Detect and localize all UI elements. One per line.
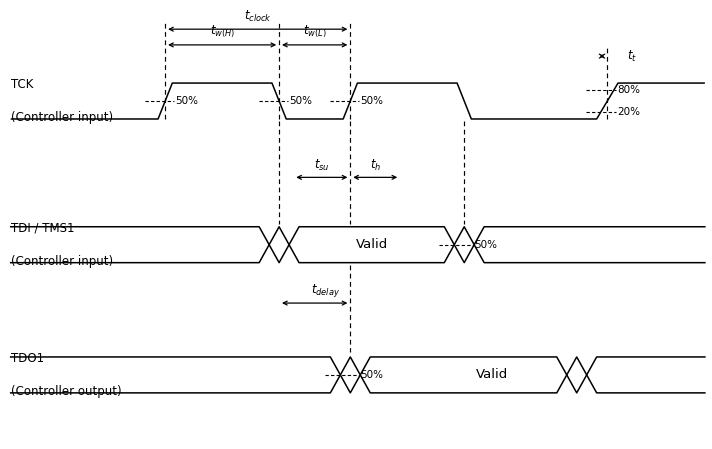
Text: (Controller input): (Controller input) xyxy=(11,255,112,268)
Text: $t_{delay}$: $t_{delay}$ xyxy=(311,282,340,299)
Text: 20%: 20% xyxy=(617,107,640,117)
Text: $t_h$: $t_h$ xyxy=(370,158,381,173)
Text: $t_{clock}$: $t_{clock}$ xyxy=(244,9,272,24)
Text: 50%: 50% xyxy=(289,96,312,106)
Text: $t_t$: $t_t$ xyxy=(627,48,637,64)
Text: 50%: 50% xyxy=(175,96,198,106)
Text: (Controller input): (Controller input) xyxy=(11,111,112,124)
Text: 50%: 50% xyxy=(360,96,383,106)
Text: $t_{w(H)}$: $t_{w(H)}$ xyxy=(209,24,235,40)
Text: 50%: 50% xyxy=(474,240,497,250)
Text: TDI / TMS1: TDI / TMS1 xyxy=(11,222,74,235)
Text: $t_{w(L)}$: $t_{w(L)}$ xyxy=(303,24,327,40)
Text: 50%: 50% xyxy=(360,370,383,380)
Text: (Controller output): (Controller output) xyxy=(11,385,121,398)
Text: Valid: Valid xyxy=(476,369,508,381)
Text: $t_{su}$: $t_{su}$ xyxy=(314,158,330,173)
Text: 80%: 80% xyxy=(617,85,640,95)
Text: Valid: Valid xyxy=(355,238,388,251)
Text: TCK: TCK xyxy=(11,78,33,91)
Text: TDO1: TDO1 xyxy=(11,352,44,365)
